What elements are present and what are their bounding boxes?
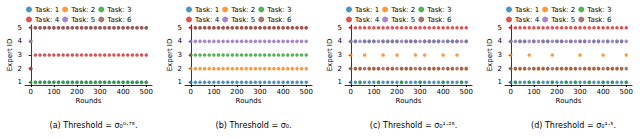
svg-text:2: 2 (18, 65, 22, 73)
svg-text:4: 4 (18, 37, 23, 45)
svg-text:300: 300 (413, 88, 426, 96)
svg-text:500: 500 (620, 88, 633, 96)
svg-text:500: 500 (300, 88, 313, 96)
svg-text:100: 100 (367, 88, 380, 96)
svg-text:5: 5 (178, 24, 182, 32)
svg-text:500: 500 (460, 88, 473, 96)
svg-text:Task: 3: Task: 3 (266, 6, 291, 14)
svg-text:400: 400 (116, 88, 129, 96)
svg-text:Task: 1: Task: 1 (194, 6, 219, 14)
svg-text:Task: 6: Task: 6 (426, 16, 452, 24)
svg-text:(a) Threshold = σ₀⁰·⁷⁵.: (a) Threshold = σ₀⁰·⁷⁵. (50, 121, 138, 130)
svg-text:200: 200 (550, 88, 563, 96)
svg-text:Expert ID: Expert ID (166, 39, 174, 72)
svg-text:Task: 1: Task: 1 (34, 6, 59, 14)
svg-text:Expert ID: Expert ID (6, 39, 14, 72)
svg-text:Task: 2: Task: 2 (70, 6, 95, 14)
svg-text:5: 5 (338, 24, 342, 32)
svg-text:Rounds: Rounds (396, 97, 422, 105)
svg-text:Task: 4: Task: 4 (34, 16, 60, 24)
svg-text:200: 200 (390, 88, 403, 96)
svg-text:Task: 4: Task: 4 (194, 16, 220, 24)
svg-text:Task: 3: Task: 3 (586, 6, 611, 14)
svg-text:1: 1 (18, 78, 22, 86)
svg-text:Expert ID: Expert ID (326, 39, 334, 72)
svg-text:3: 3 (498, 51, 502, 59)
svg-text:Task: 2: Task: 2 (390, 6, 415, 14)
svg-text:Task: 5: Task: 5 (390, 16, 415, 24)
svg-text:0: 0 (189, 88, 193, 96)
svg-text:100: 100 (47, 88, 60, 96)
svg-text:0: 0 (509, 88, 513, 96)
svg-text:3: 3 (178, 51, 182, 59)
svg-text:5: 5 (18, 24, 22, 32)
svg-text:3: 3 (338, 51, 342, 59)
svg-text:Task: 2: Task: 2 (230, 6, 255, 14)
svg-text:300: 300 (93, 88, 106, 96)
svg-text:200: 200 (70, 88, 83, 96)
svg-text:Task: 5: Task: 5 (70, 16, 95, 24)
svg-text:0: 0 (349, 88, 353, 96)
svg-text:200: 200 (230, 88, 243, 96)
svg-text:(c) Threshold = σ₀¹·²⁵.: (c) Threshold = σ₀¹·²⁵. (370, 121, 457, 130)
svg-text:Rounds: Rounds (76, 97, 102, 105)
svg-text:Task: 2: Task: 2 (550, 6, 575, 14)
svg-text:4: 4 (338, 37, 343, 45)
svg-text:(d) Threshold = σ₀¹·⁵.: (d) Threshold = σ₀¹·⁵. (531, 121, 616, 130)
svg-text:100: 100 (207, 88, 220, 96)
svg-text:(b) Threshold = σ₀.: (b) Threshold = σ₀. (216, 121, 292, 130)
svg-text:4: 4 (178, 37, 183, 45)
svg-text:400: 400 (436, 88, 449, 96)
svg-text:500: 500 (140, 88, 153, 96)
svg-text:Expert ID: Expert ID (486, 39, 494, 72)
svg-text:Rounds: Rounds (556, 97, 582, 105)
svg-text:Task: 1: Task: 1 (354, 6, 379, 14)
svg-text:Task: 4: Task: 4 (514, 16, 540, 24)
svg-text:2: 2 (498, 65, 502, 73)
svg-text:400: 400 (276, 88, 289, 96)
svg-text:400: 400 (596, 88, 609, 96)
svg-text:300: 300 (573, 88, 586, 96)
svg-text:Task: 6: Task: 6 (266, 16, 292, 24)
svg-text:Task: 3: Task: 3 (106, 6, 131, 14)
svg-text:Task: 4: Task: 4 (354, 16, 380, 24)
svg-text:100: 100 (527, 88, 540, 96)
svg-text:4: 4 (498, 37, 503, 45)
svg-text:1: 1 (338, 78, 342, 86)
svg-text:Task: 6: Task: 6 (106, 16, 132, 24)
svg-text:Task: 1: Task: 1 (514, 6, 539, 14)
svg-text:1: 1 (178, 78, 182, 86)
svg-text:Task: 6: Task: 6 (586, 16, 612, 24)
svg-text:0: 0 (29, 88, 33, 96)
svg-text:3: 3 (18, 51, 22, 59)
svg-text:Task: 5: Task: 5 (230, 16, 255, 24)
svg-text:Task: 3: Task: 3 (426, 6, 451, 14)
svg-text:Rounds: Rounds (236, 97, 262, 105)
svg-text:5: 5 (498, 24, 502, 32)
svg-text:300: 300 (253, 88, 266, 96)
svg-text:1: 1 (498, 78, 502, 86)
svg-text:Task: 5: Task: 5 (550, 16, 575, 24)
svg-text:2: 2 (338, 65, 342, 73)
svg-text:2: 2 (178, 65, 182, 73)
